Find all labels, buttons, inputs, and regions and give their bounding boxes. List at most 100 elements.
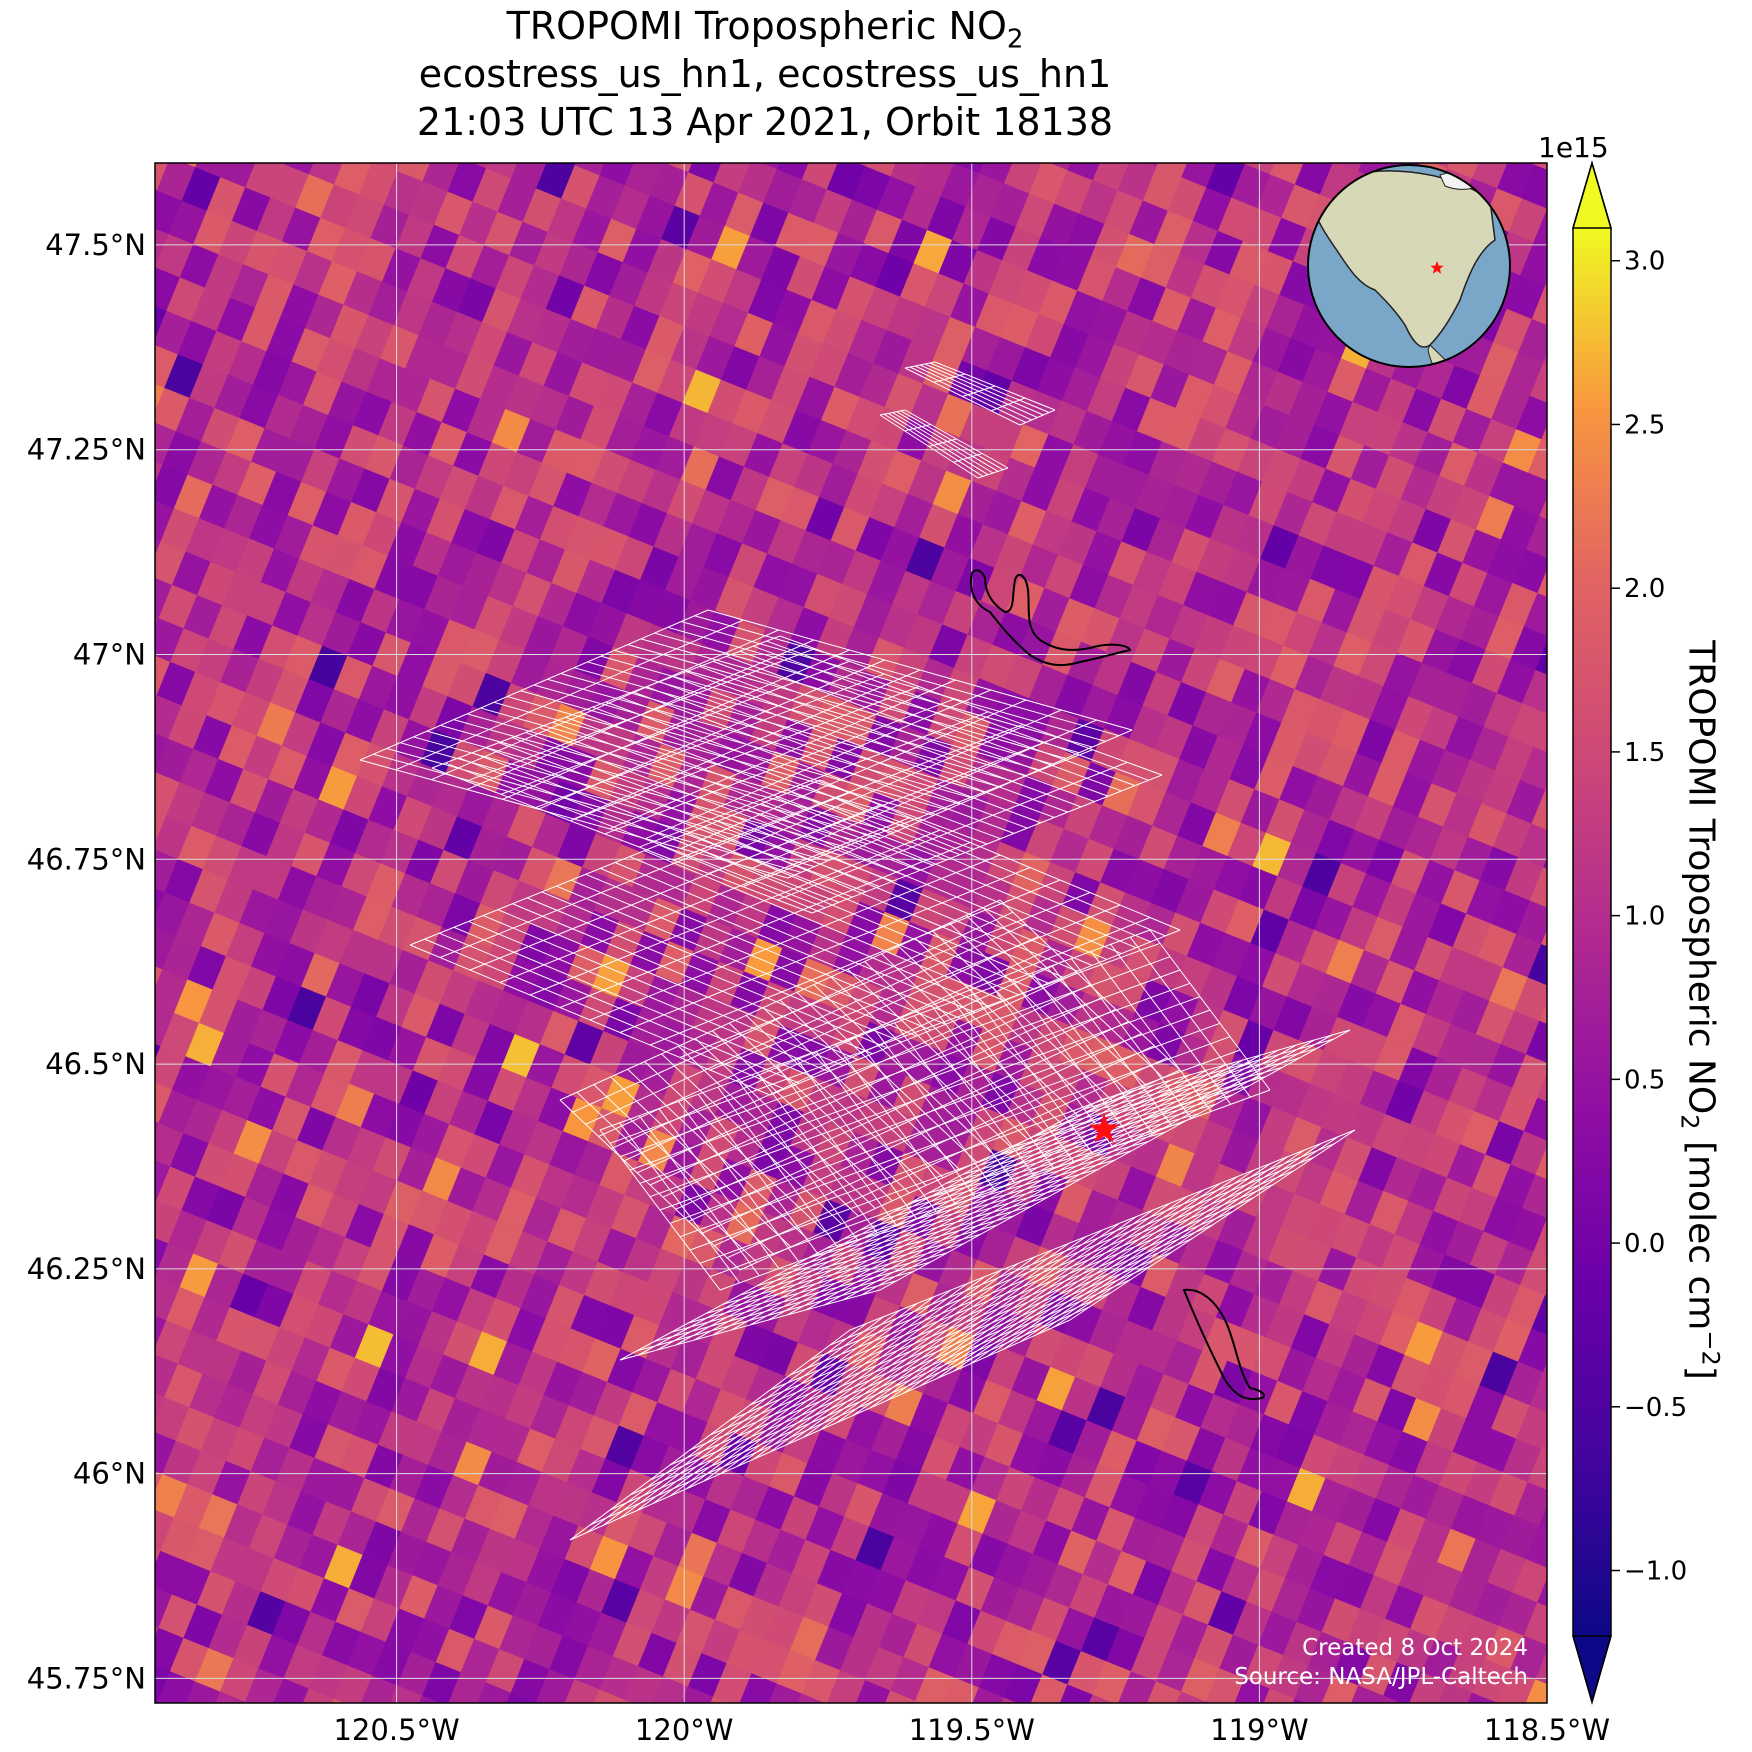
footprint-gridline <box>769 929 1181 1096</box>
footprint-gridline <box>742 749 1093 888</box>
no2-pixel <box>115 335 154 379</box>
no2-pixel <box>1383 1662 1423 1703</box>
no2-pixel <box>1309 118 1348 162</box>
no2-pixel <box>484 1726 523 1752</box>
latitude-tick-label: 46.5°N <box>45 1047 146 1081</box>
no2-pixel <box>1147 1681 1182 1703</box>
footprint-gridline <box>699 1062 1251 1264</box>
footprint-gridline <box>766 640 1149 781</box>
no2-pixel <box>1030 1674 1068 1703</box>
no2-pixel <box>145 114 184 158</box>
no2-pixel <box>110 1498 149 1542</box>
footprint-gridline <box>675 1008 1116 1210</box>
footprint-gridline <box>842 1039 1315 1301</box>
no2-pixel <box>1535 641 1547 676</box>
no2-pixel <box>107 137 146 181</box>
no2-pixel <box>155 810 167 845</box>
no2-pixel <box>87 906 126 950</box>
no2-pixel <box>727 116 766 160</box>
globe-site-star <box>1430 261 1444 274</box>
no2-pixel <box>509 1736 548 1752</box>
no2-pixel <box>768 1683 803 1703</box>
no2-pixel <box>1059 1684 1093 1703</box>
no2-pixel <box>1351 1685 1384 1703</box>
latitude-tick-label: 47.5°N <box>45 228 146 262</box>
footprint-gridline <box>712 660 1095 803</box>
no2-pixel <box>1471 1659 1511 1703</box>
graticule <box>155 163 1547 1703</box>
footprint-gridline <box>739 1069 1181 1271</box>
footprint-gridline <box>829 1143 1335 1346</box>
no2-pixel <box>1397 115 1436 159</box>
no2-pixel <box>855 163 868 167</box>
footprint-gridline <box>933 373 966 383</box>
no2-pixel <box>1356 1729 1395 1752</box>
no2-pixel <box>155 267 156 269</box>
no2-pixel <box>101 1377 140 1421</box>
no2-pixel <box>448 1672 487 1703</box>
footprint-gridline <box>579 711 961 856</box>
footprint-gridline <box>904 424 931 432</box>
footprint-gridline <box>619 696 1001 840</box>
footprint-gridline <box>699 665 1082 808</box>
no2-pixel <box>155 888 165 918</box>
footprint-gridline <box>445 762 826 909</box>
ecostress-footprint-grid <box>359 361 1356 1541</box>
footprint-gridline <box>629 969 1181 1171</box>
no2-pixel <box>1541 425 1547 443</box>
no2-pixel <box>1116 1749 1155 1752</box>
no2-pixel <box>1537 1073 1547 1103</box>
no2-pixel <box>535 1702 537 1703</box>
footprint-gridline <box>779 635 1163 776</box>
no2-pixel <box>1539 497 1547 520</box>
footprint-gridline <box>689 1238 1193 1451</box>
no2-pixel <box>624 1666 664 1703</box>
footprint-gridline <box>805 1049 1279 1311</box>
colorbar-tick-label: −1.0 <box>1624 1557 1687 1587</box>
footprint-gridline <box>649 879 1061 1046</box>
footprint-gridline <box>768 1059 1244 1321</box>
no2-pixel <box>101 368 140 412</box>
no2-pixel <box>155 1626 159 1638</box>
no2-pixel <box>155 1121 159 1134</box>
colorbar-label-units: [molec cm <box>1680 1129 1722 1331</box>
no2-pixel <box>1533 1218 1547 1258</box>
no2-pixel <box>1292 1698 1306 1703</box>
no2-pixel <box>1381 1739 1420 1752</box>
footprint-gridline <box>861 1034 1333 1296</box>
footprint-gridline <box>645 689 991 840</box>
footprint-gridline <box>619 1099 1101 1361</box>
no2-pixel <box>1529 362 1547 404</box>
no2-pixel <box>1521 165 1547 210</box>
no2-pixel <box>193 1725 232 1752</box>
no2-pixel <box>943 1677 980 1703</box>
footprint-gridline <box>609 1292 1111 1511</box>
no2-pixel <box>186 1681 221 1703</box>
no2-pixel <box>1294 1665 1334 1703</box>
no2-pixel <box>109 565 148 609</box>
no2-pixel <box>93 1180 132 1224</box>
no2-pixel <box>816 113 855 157</box>
footprint-gridline <box>879 1029 1351 1291</box>
footprint-gridline <box>719 1089 1271 1291</box>
colorbar-tick-label: 1.5 <box>1624 738 1665 768</box>
no2-pixel <box>564 1679 600 1703</box>
footprint-gridline <box>824 1044 1297 1306</box>
site-marker-star <box>1088 1113 1120 1143</box>
footprint-gridline <box>709 1076 1261 1278</box>
colorbar-label-sup: −2 <box>1696 1330 1725 1366</box>
no2-pixel <box>1539 1001 1547 1025</box>
no2-pixel <box>257 1712 296 1752</box>
no2-pixel <box>155 306 167 341</box>
colorbar-label-text: TROPOMI Tropospheric NO <box>1680 640 1722 1115</box>
footprint-gridline <box>777 761 1128 901</box>
no2-pixel <box>972 1687 1005 1703</box>
footprint-gridline <box>645 686 1028 829</box>
latitude-tick-label: 45.75°N <box>27 1661 146 1695</box>
no2-pixel <box>1540 1434 1547 1452</box>
latitude-tick-label: 46.25°N <box>27 1252 146 1286</box>
no2-pixel <box>333 1665 373 1703</box>
footprint-gridline <box>639 982 1191 1184</box>
footprint-gridline <box>535 673 885 809</box>
no2-pixel <box>739 1673 778 1703</box>
